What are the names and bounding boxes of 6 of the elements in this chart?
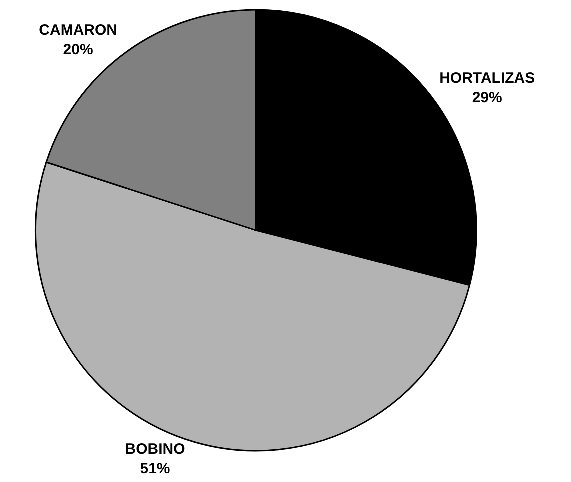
slice-label: BOBINO bbox=[125, 440, 186, 458]
data-label: 29% bbox=[472, 90, 502, 107]
data-label: 20% bbox=[63, 41, 94, 58]
slice-label: CAMARON bbox=[39, 22, 118, 39]
slice-label: HORTALIZAS bbox=[440, 70, 536, 88]
data-label: 51% bbox=[140, 460, 170, 478]
